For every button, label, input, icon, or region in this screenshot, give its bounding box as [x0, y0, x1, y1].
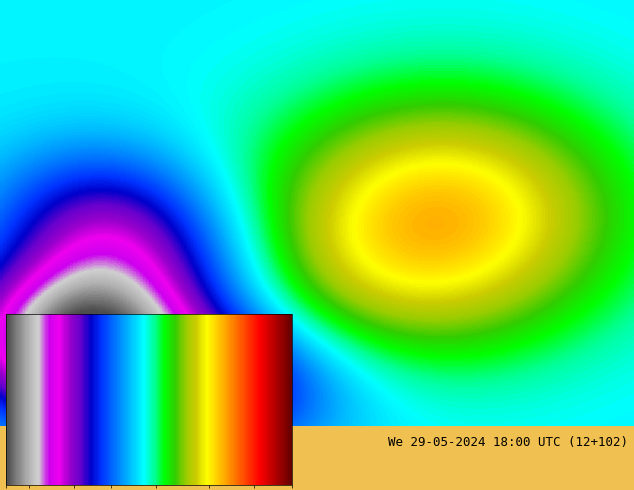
Text: SLP/Temp. 850 hPa [hPa] ECMWF: SLP/Temp. 850 hPa [hPa] ECMWF: [6, 436, 224, 449]
Text: We 29-05-2024 18:00 UTC (12+102): We 29-05-2024 18:00 UTC (12+102): [387, 436, 628, 449]
